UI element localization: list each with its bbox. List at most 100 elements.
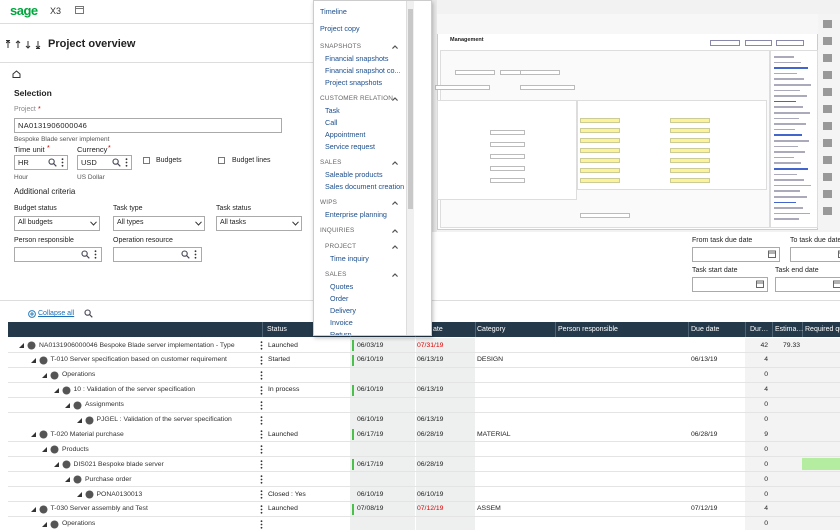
task-label[interactable]: T-010 Server specification based on cust… xyxy=(50,356,227,364)
field-label: Project xyxy=(14,106,36,113)
embedded-side-line xyxy=(774,190,800,192)
task-label[interactable]: T-030 Server assembly and Test xyxy=(50,505,148,513)
budgets-checkbox[interactable] xyxy=(143,157,150,164)
select-input[interactable] xyxy=(113,216,205,231)
task-label[interactable]: Assignments xyxy=(85,401,124,409)
select-input[interactable] xyxy=(216,216,302,231)
duration: 4 xyxy=(764,505,768,513)
project-input[interactable] xyxy=(14,118,282,133)
lookup-input[interactable] xyxy=(113,247,202,262)
menu-item[interactable]: Saleable products xyxy=(325,170,383,179)
expand-icon[interactable] xyxy=(28,310,36,318)
date-input[interactable] xyxy=(692,277,768,292)
numeric-cell xyxy=(745,338,840,352)
search-icon[interactable] xyxy=(181,250,190,259)
menu-item[interactable]: Delivery xyxy=(330,306,356,315)
menu-item[interactable]: Financial snapshots xyxy=(325,54,389,63)
more-icon[interactable] xyxy=(260,341,263,350)
expand-toggle[interactable] xyxy=(76,417,83,424)
more-icon[interactable] xyxy=(61,158,64,167)
collapse-link[interactable]: Collapse all xyxy=(38,310,75,317)
task-label[interactable]: T-020 Material purchase xyxy=(50,430,124,438)
tree-icon xyxy=(73,401,82,410)
more-icon[interactable] xyxy=(260,490,263,499)
nav-arrows[interactable] xyxy=(6,40,42,49)
date-input[interactable] xyxy=(692,247,780,262)
task-label[interactable]: Operations xyxy=(62,520,96,528)
task-label[interactable]: NA0131906000046 Bespoke Blade server imp… xyxy=(39,341,235,349)
menu-item[interactable]: Financial snapshot co... xyxy=(325,66,401,75)
search-icon[interactable] xyxy=(48,158,57,167)
more-icon[interactable] xyxy=(194,250,197,259)
expand-toggle[interactable] xyxy=(30,506,37,513)
more-icon[interactable] xyxy=(260,460,263,469)
menu-item[interactable]: Project copy xyxy=(320,24,360,33)
menu-item[interactable]: Call xyxy=(325,118,338,127)
task-label[interactable]: PJGEL : Validation of the server specifi… xyxy=(96,416,232,423)
task-label[interactable]: Operations xyxy=(62,371,96,379)
search-icon[interactable] xyxy=(112,158,121,167)
more-icon[interactable] xyxy=(260,356,263,365)
menu-item[interactable]: Quotes xyxy=(330,282,354,291)
currency-input[interactable] xyxy=(77,155,132,170)
expand-toggle[interactable] xyxy=(30,431,37,438)
search-icon[interactable] xyxy=(81,250,90,259)
search-icon[interactable] xyxy=(84,309,93,318)
expand-toggle[interactable] xyxy=(53,387,60,394)
home-icon[interactable] xyxy=(12,70,21,78)
menu-item[interactable]: Project snapshots xyxy=(325,78,383,87)
date-input[interactable] xyxy=(790,247,840,262)
more-icon[interactable] xyxy=(260,505,263,514)
calendar-icon[interactable] xyxy=(756,280,764,288)
duration: 0 xyxy=(764,416,768,423)
expand-toggle[interactable] xyxy=(64,476,71,483)
expand-toggle[interactable] xyxy=(41,372,48,379)
calendar-icon[interactable] xyxy=(75,5,84,14)
more-icon[interactable] xyxy=(260,415,263,425)
embedded-side-line xyxy=(774,179,804,181)
section-chevron xyxy=(392,201,398,205)
task-label[interactable]: Products xyxy=(62,445,89,453)
menu-item[interactable]: Order xyxy=(330,294,349,303)
task-label[interactable]: 10 : Validation of the server specificat… xyxy=(73,386,196,394)
more-icon[interactable] xyxy=(260,475,263,484)
menu-item[interactable]: Enterprise planning xyxy=(325,210,387,219)
duration: 0 xyxy=(764,520,768,528)
expand-toggle[interactable] xyxy=(53,461,60,468)
menu-item[interactable]: Time inquiry xyxy=(330,254,369,263)
more-icon[interactable] xyxy=(94,250,97,259)
lookup-input[interactable] xyxy=(14,247,102,262)
expand-toggle[interactable] xyxy=(41,446,48,453)
more-icon[interactable] xyxy=(260,400,263,410)
calendar-icon[interactable] xyxy=(768,250,776,258)
menu-item[interactable]: Appointment xyxy=(325,130,366,139)
field-label: Task type xyxy=(113,205,143,212)
more-icon[interactable] xyxy=(125,158,128,167)
menu-item[interactable]: Task xyxy=(325,106,340,115)
date-input[interactable] xyxy=(775,277,840,292)
more-icon[interactable] xyxy=(260,430,263,440)
time-unit-input[interactable] xyxy=(14,155,68,170)
more-icon[interactable] xyxy=(260,445,263,454)
task-label[interactable]: Purchase order xyxy=(85,475,132,483)
select-input[interactable] xyxy=(14,216,100,231)
task-label[interactable]: DIS021 Bespoke blade server xyxy=(73,460,164,468)
section-chevron xyxy=(392,45,398,49)
more-icon[interactable] xyxy=(260,371,263,380)
expand-toggle[interactable] xyxy=(64,402,71,409)
menu-item[interactable]: Timeline xyxy=(320,7,347,16)
expand-toggle[interactable] xyxy=(30,357,37,364)
menu-item[interactable]: Sales document creation xyxy=(325,182,405,191)
menu-item[interactable]: Service request xyxy=(325,142,375,151)
more-icon[interactable] xyxy=(260,385,263,395)
expand-toggle[interactable] xyxy=(18,342,25,349)
calendar-icon[interactable] xyxy=(833,280,840,288)
field-label: Time unit xyxy=(14,145,45,154)
task-label[interactable]: PONA0130013 xyxy=(96,490,143,498)
budget-lines-checkbox[interactable] xyxy=(218,157,225,164)
expand-toggle[interactable] xyxy=(41,521,48,528)
menu-item[interactable]: Return xyxy=(330,330,352,336)
expand-toggle[interactable] xyxy=(76,491,83,498)
menu-item[interactable]: Invoice xyxy=(330,318,353,327)
more-icon[interactable] xyxy=(260,520,263,529)
